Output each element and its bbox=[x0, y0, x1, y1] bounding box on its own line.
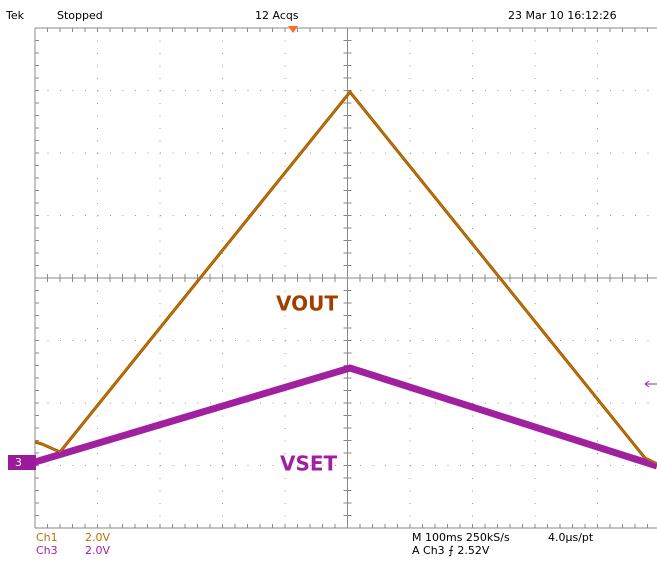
ch3-scale: 2.0V bbox=[85, 544, 110, 557]
timestamp: 23 Mar 10 16:12:26 bbox=[508, 9, 617, 22]
ch3-name: Ch3 bbox=[36, 544, 58, 557]
acquisitions: 12 Acqs bbox=[255, 9, 299, 22]
trigger-level-arrow bbox=[644, 380, 657, 388]
ch3-marker: 3 bbox=[15, 456, 22, 469]
resolution: 4.0µs/pt bbox=[548, 531, 594, 544]
status: Stopped bbox=[57, 9, 103, 22]
vout-label: VOUT bbox=[276, 292, 338, 316]
ch1-scale: 2.0V bbox=[85, 531, 110, 544]
vset-trace bbox=[33, 364, 657, 470]
brand: Tek bbox=[5, 9, 25, 22]
trigger-position-marker bbox=[288, 26, 298, 33]
vout-trace-highlight bbox=[34, 91, 657, 465]
trigger-setting: A Ch3 ⨍ 2.52V bbox=[412, 544, 490, 557]
ch3-marker-box bbox=[8, 455, 36, 470]
ch1-name: Ch1 bbox=[36, 531, 58, 544]
timebase: M 100ms 250kS/s bbox=[412, 531, 510, 544]
graticule bbox=[34, 27, 657, 529]
vset-label: VSET bbox=[280, 452, 338, 476]
